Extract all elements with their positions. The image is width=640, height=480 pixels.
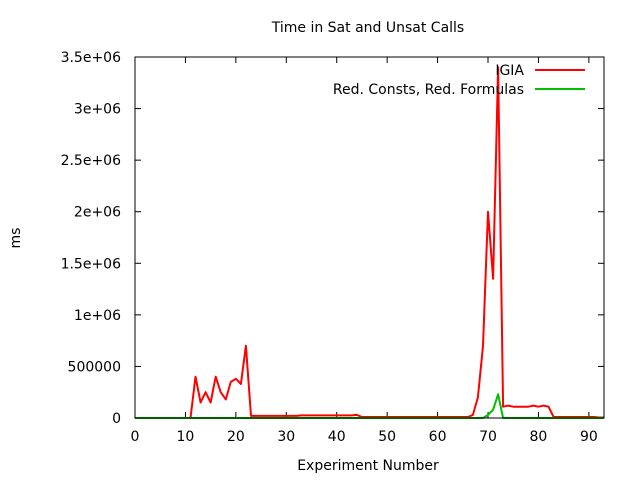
x-tick-label: 90 xyxy=(580,429,598,445)
tick-labels: 0 10 20 30 40 50 60 70 80 90 0 500000 1e+06 1.5e+06 2e… xyxy=(61,50,598,445)
series-group xyxy=(135,66,604,419)
legend-label-igia: IGIA xyxy=(495,63,524,79)
y-tick-label: 1.5e+06 xyxy=(61,256,122,272)
x-tick-label: 30 xyxy=(277,429,295,445)
y-tick-label: 0 xyxy=(112,411,121,427)
y-tick-label: 3.5e+06 xyxy=(61,50,122,66)
x-tick-label: 80 xyxy=(530,429,548,445)
series-line-0 xyxy=(135,66,604,419)
x-tick-label: 20 xyxy=(227,429,245,445)
y-tick-label: 2e+06 xyxy=(74,205,121,221)
x-tick-label: 60 xyxy=(429,429,447,445)
x-tick-label: 10 xyxy=(177,429,195,445)
x-axis-label: Experiment Number xyxy=(297,458,439,474)
y-tick-label: 1e+06 xyxy=(74,308,121,324)
chart-title: Time in Sat and Unsat Calls xyxy=(271,20,464,36)
plot-frame xyxy=(134,56,605,419)
x-tick-label: 40 xyxy=(328,429,346,445)
x-tick-label: 50 xyxy=(378,429,396,445)
tick-marks xyxy=(134,56,604,419)
y-tick-label: 2.5e+06 xyxy=(61,153,122,169)
x-tick-label: 70 xyxy=(479,429,497,445)
legend: IGIA Red. Consts, Red. Formulas xyxy=(333,63,585,98)
legend-label-red-consts: Red. Consts, Red. Formulas xyxy=(333,82,524,98)
y-tick-label: 500000 xyxy=(68,359,121,375)
y-tick-label: 3e+06 xyxy=(74,102,121,118)
y-axis-label: ms xyxy=(8,228,24,249)
x-tick-label: 0 xyxy=(131,429,140,445)
